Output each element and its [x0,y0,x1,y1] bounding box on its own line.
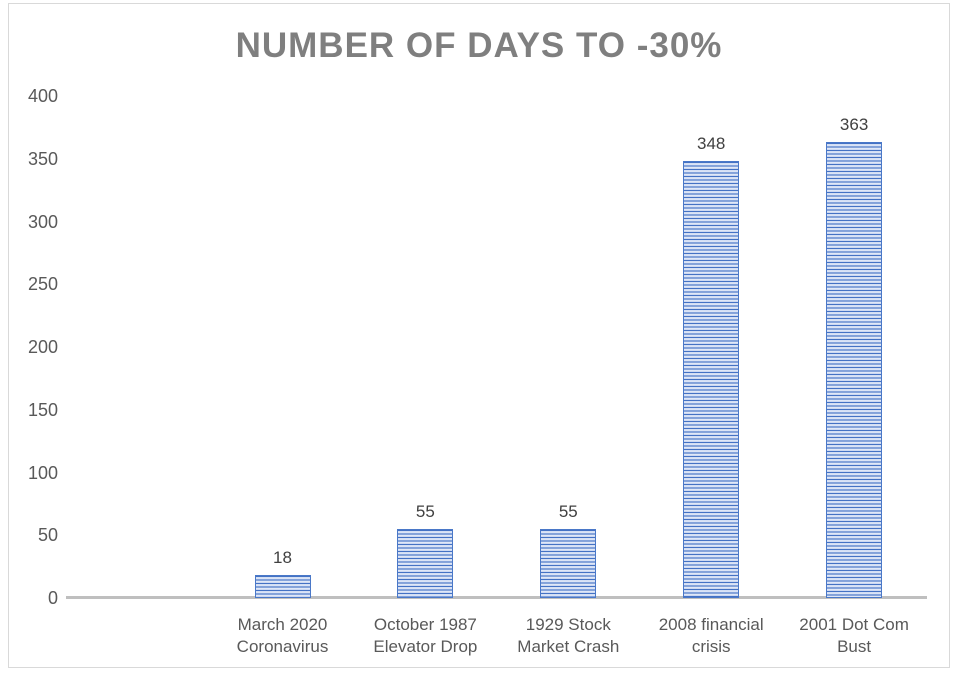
bar [540,529,597,598]
bar-value-label: 348 [697,134,726,153]
chart-title: NUMBER OF DAYS TO -30% [235,26,723,65]
bar-value-label: 363 [839,115,869,134]
y-axis-tick-label: 400 [27,86,58,106]
y-axis-tick-label: 300 [27,211,58,232]
y-axis-tick-label: 200 [27,337,58,357]
category-label: 1929 Stock Market Crash [488,614,648,658]
bar-value-label: 55 [558,502,578,521]
x-axis-line [66,596,927,599]
y-axis-tick-label: 50 [37,525,58,546]
category-label-line: October 1987 [373,615,477,634]
category-label-line: Coronavirus [236,637,329,656]
bar [826,142,883,598]
category-label-line: Market Crash [517,637,620,656]
category-label-line: Elevator Drop [373,637,478,656]
bar [254,575,311,598]
y-axis-tick-label: 0 [47,588,58,608]
category-label-line: March 2020 [237,615,328,634]
bar-value-label: 18 [273,548,292,567]
category-label: March 2020 Coronavirus [203,614,363,658]
category-label-line: 2008 financial [658,615,764,634]
category-label: 2001 Dot Com Bust [774,614,934,658]
category-label-line: 1929 Stock [525,615,611,634]
category-label-line: 2001 Dot Com [799,615,909,634]
y-axis-tick-label: 350 [27,148,58,169]
y-axis-tick-label: 150 [27,399,58,420]
bar [397,529,454,598]
chart-frame: NUMBER OF DAYS TO -30% 0 50 100 150 200 250 30… [8,3,950,668]
category-label-line: crisis [691,637,731,656]
category-label-line: Bust [837,637,872,656]
y-axis-tick-label: 250 [27,274,58,295]
bar-value-label: 55 [415,502,435,521]
category-label: October 1987 Elevator Drop [345,614,505,658]
category-label: 2008 financial crisis [631,614,791,658]
y-axis-tick-label: 100 [27,462,58,483]
plot-area: 0 50 100 150 200 250 300 350 400 18 March 2020 Coro… [9,4,949,667]
bar [683,161,740,598]
